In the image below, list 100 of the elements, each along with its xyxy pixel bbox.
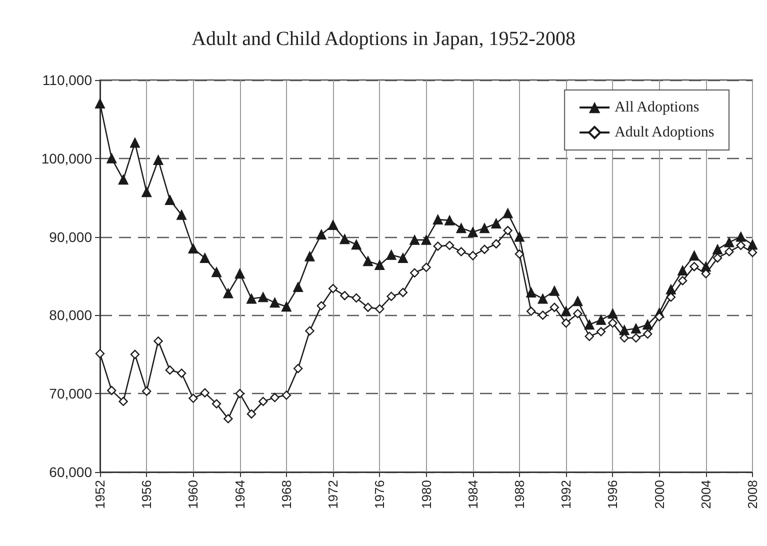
point [304, 251, 315, 262]
point [200, 388, 210, 398]
legend-label: Adult Adoptions [614, 124, 714, 140]
point [492, 239, 501, 248]
point [258, 396, 268, 406]
point [468, 227, 478, 238]
point [468, 251, 478, 260]
point [223, 288, 234, 298]
point [642, 320, 653, 330]
y-tick-label: 110,000 [42, 72, 92, 88]
point [234, 268, 245, 279]
point [235, 389, 244, 398]
point [736, 232, 746, 242]
point [421, 234, 432, 245]
point [363, 302, 373, 312]
point [572, 296, 583, 306]
x-tick-label: 2000 [652, 480, 667, 509]
point [316, 229, 326, 240]
point [666, 292, 676, 302]
point [433, 242, 442, 251]
x-tick-label: 1960 [186, 480, 201, 509]
x-tick-label: 1952 [92, 480, 108, 509]
point [130, 138, 140, 148]
point [107, 386, 116, 396]
point [410, 268, 420, 278]
point [550, 302, 560, 312]
point [118, 174, 128, 185]
point [514, 249, 524, 259]
y-tick-label: 60,000 [49, 464, 92, 480]
point [736, 240, 746, 250]
point [95, 98, 105, 109]
point [712, 253, 722, 263]
y-tick-label: 100,000 [41, 150, 92, 166]
point [362, 256, 373, 266]
point [351, 240, 362, 250]
point [386, 292, 396, 301]
point [340, 291, 350, 300]
point [153, 154, 164, 165]
chart-title: Adult and Child Adoptions in Japan, 1952-2008 [192, 28, 576, 50]
point [549, 286, 560, 296]
point [712, 244, 723, 254]
x-tick-label: 1956 [139, 480, 154, 509]
point [526, 306, 536, 316]
point [422, 262, 431, 272]
point [340, 234, 350, 244]
point [480, 244, 490, 254]
point [444, 240, 454, 250]
point [293, 364, 303, 374]
point [200, 252, 210, 263]
point [724, 237, 734, 248]
point [374, 260, 385, 270]
point [666, 284, 676, 294]
point [630, 324, 641, 334]
legend-label: All Adoptions [614, 100, 700, 116]
point [281, 302, 292, 312]
point [224, 414, 233, 424]
point [584, 320, 594, 330]
x-tick-label: 1976 [372, 480, 388, 509]
point [724, 247, 734, 256]
x-tick-label: 1996 [605, 480, 620, 509]
point [130, 350, 140, 359]
y-tick-label: 90,000 [49, 228, 92, 245]
point [643, 329, 652, 339]
point [689, 250, 700, 261]
point [410, 234, 420, 245]
point [246, 409, 256, 419]
point [352, 293, 361, 303]
x-tick-label: 1964 [232, 480, 248, 509]
y-tick-label: 70,000 [49, 386, 92, 402]
point [526, 287, 536, 298]
point [375, 304, 384, 314]
x-tick-label: 2008 [745, 480, 760, 509]
point [188, 244, 198, 254]
point [503, 226, 512, 236]
point [690, 262, 699, 272]
y-tick-label: 80,000 [49, 307, 92, 324]
point [561, 318, 571, 328]
point [608, 318, 618, 328]
point [631, 333, 641, 343]
point [118, 396, 128, 406]
x-tick-label: 1972 [326, 480, 341, 509]
point [165, 365, 175, 375]
point [502, 208, 513, 218]
point [154, 336, 163, 346]
point [176, 368, 186, 378]
x-tick-label: 1984 [465, 480, 480, 509]
x-tick-label: 1968 [278, 480, 294, 509]
point [748, 248, 758, 258]
point [270, 392, 280, 402]
point [538, 310, 548, 320]
point [142, 386, 152, 396]
x-tick-label: 1980 [418, 480, 434, 509]
point [328, 220, 338, 230]
point [538, 294, 548, 304]
point [444, 215, 455, 226]
point [573, 309, 582, 318]
point [620, 333, 629, 343]
point [456, 223, 466, 234]
point [282, 390, 292, 400]
point [584, 332, 594, 341]
